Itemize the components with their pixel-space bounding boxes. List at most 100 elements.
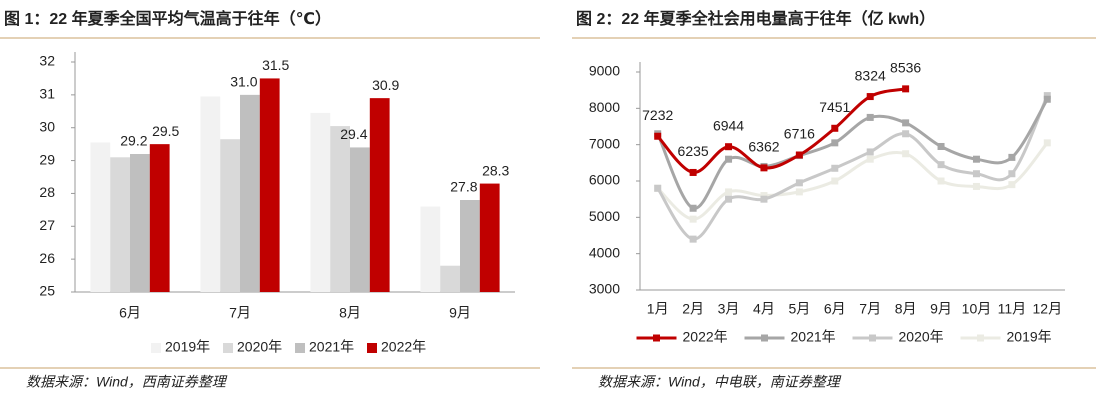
bar: [420, 206, 441, 292]
bar: [220, 139, 240, 292]
point: [866, 93, 874, 101]
source: 数据来源：Wind，西南证券整理: [26, 374, 228, 390]
point: [831, 164, 839, 172]
point: [654, 132, 662, 140]
x-tick-label: 5月: [788, 301, 810, 317]
x-tick-label: 8月: [339, 305, 361, 321]
legend-label: 2021年: [791, 329, 836, 345]
point: [1043, 95, 1051, 103]
point: [760, 195, 768, 203]
legend-label: 2019年: [1007, 329, 1052, 345]
point: [725, 143, 733, 151]
legend-label: 2020年: [899, 329, 944, 345]
y-tick-label: 9000: [589, 63, 620, 79]
point: [689, 204, 697, 212]
data-label: 6362: [748, 139, 779, 155]
y-tick-label: 5000: [589, 208, 620, 224]
point: [972, 182, 980, 190]
y-tick-label: 31: [39, 86, 55, 102]
point: [902, 85, 910, 93]
data-label: 28.3: [482, 162, 509, 178]
x-tick-label: 6月: [824, 301, 846, 317]
point: [831, 177, 839, 185]
source: 数据来源：Wind，中电联，南证券整理: [598, 374, 842, 390]
series-line: [656, 98, 1049, 210]
point: [760, 164, 768, 172]
point: [831, 124, 839, 132]
point: [866, 155, 874, 163]
y-tick-label: 32: [39, 53, 55, 69]
data-label: 30.9: [372, 77, 399, 93]
y-tick-label: 6000: [589, 172, 620, 188]
legend-label: 2021年: [309, 339, 354, 355]
point: [937, 177, 945, 185]
bar: [110, 157, 130, 292]
bar: [350, 147, 370, 292]
chart-title: 图 2：22 年夏季全社会用电量高于往年（亿 kwh）: [576, 9, 935, 28]
legend-label: 2019年: [165, 339, 210, 355]
point: [902, 150, 910, 158]
x-tick-label: 2月: [682, 301, 704, 317]
point: [654, 184, 662, 192]
x-tick-label: 10月: [962, 301, 992, 317]
point: [902, 119, 910, 127]
bar: [149, 144, 170, 292]
point: [831, 139, 839, 147]
bar: [440, 265, 460, 292]
data-label: 31.5: [262, 57, 289, 73]
point: [972, 170, 980, 178]
point: [937, 142, 945, 150]
y-tick-label: 28: [39, 184, 55, 200]
x-tick-label: 12月: [1033, 301, 1063, 317]
legend-marker: [977, 334, 984, 342]
x-tick-label: 8月: [895, 301, 917, 317]
y-tick-label: 7000: [589, 135, 620, 151]
legend-label: 2020年: [237, 339, 282, 355]
legend-label: 2022年: [683, 329, 728, 345]
point: [972, 155, 980, 163]
y-tick-label: 8000: [589, 99, 620, 115]
data-label: 7232: [642, 107, 673, 123]
bar: [330, 126, 350, 292]
point: [1008, 181, 1016, 189]
y-tick-label: 26: [39, 250, 55, 266]
bar: [259, 78, 280, 292]
legend-swatch: [295, 343, 305, 353]
x-tick-label: 6月: [119, 305, 141, 321]
bar: [479, 183, 500, 292]
point: [725, 195, 733, 203]
point: [937, 161, 945, 169]
bar: [240, 94, 260, 292]
data-label: 6716: [784, 126, 815, 142]
legend-swatch: [367, 343, 377, 353]
x-tick-label: 9月: [930, 301, 952, 317]
bar: [310, 112, 331, 292]
point: [689, 235, 697, 243]
legend-label: 2022年: [381, 339, 426, 355]
point: [689, 168, 697, 176]
point: [866, 148, 874, 156]
legend-marker: [653, 334, 660, 342]
point: [725, 155, 733, 163]
bar: [369, 98, 390, 293]
bar: [460, 200, 480, 292]
data-label: 8536: [890, 60, 921, 76]
x-tick-label: 3月: [718, 301, 740, 317]
legend-marker: [869, 334, 876, 342]
data-label: 6944: [713, 117, 744, 133]
point: [725, 188, 733, 196]
y-tick-label: 25: [39, 283, 55, 299]
y-tick-label: 4000: [589, 244, 620, 260]
data-label: 27.8: [450, 179, 477, 195]
legend-swatch: [223, 343, 233, 353]
point: [795, 188, 803, 196]
y-tick-label: 27: [39, 217, 55, 233]
y-tick-label: 30: [39, 118, 55, 134]
point: [760, 192, 768, 200]
point: [866, 113, 874, 121]
x-tick-label: 7月: [859, 301, 881, 317]
point: [795, 151, 803, 159]
point: [795, 179, 803, 187]
point: [689, 215, 697, 223]
